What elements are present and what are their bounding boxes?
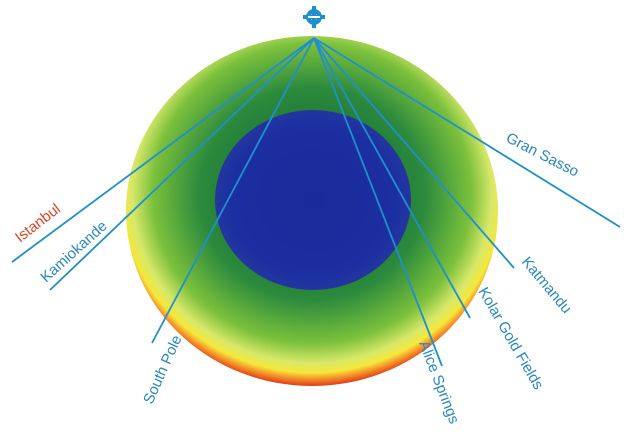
line-kolar-gold-fields [313,37,471,319]
label-kamiokande: Kamiokande [37,218,110,286]
label-istanbul: Istanbul [12,200,64,246]
label-south-pole: South Pole [140,333,185,407]
sight-lines [11,37,621,367]
label-alice-springs: Alice Springs [415,338,462,426]
earth-core [215,110,411,290]
line-gran-sasso [313,37,621,228]
line-alice-springs [313,37,443,367]
label-katmandu: Katmandu [518,254,575,317]
line-istanbul [11,37,315,263]
gear-icon [303,6,325,28]
label-kolar-gold-fields: Kolar Gold Fields [475,285,547,393]
label-gran-sasso: Gran Sasso [503,129,581,180]
line-katmandu [313,37,515,269]
line-south-pole [151,37,315,344]
line-kamiokande [49,37,315,291]
